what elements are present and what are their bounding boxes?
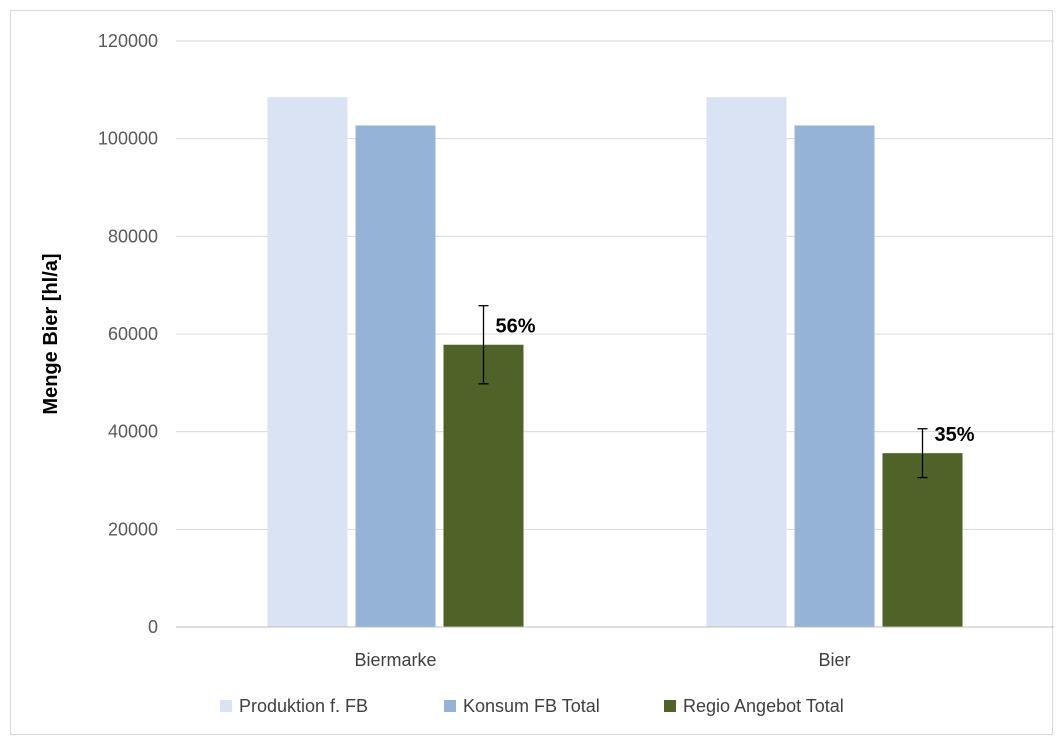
data-label: 56%	[496, 316, 536, 338]
legend-item: Regio Angebot Total	[664, 696, 844, 716]
bar-regio-angebot-total-bier	[882, 453, 963, 627]
x-category-label: Bier	[818, 650, 850, 670]
legend-label: Konsum FB Total	[463, 696, 600, 716]
bar-chart: 0 20000 40000 60000 80000 100000 120000 56% 35%…	[40, 31, 1054, 716]
legend-item: Produktion f. FB	[220, 696, 368, 716]
y-tick-label: 120000	[98, 31, 158, 51]
y-axis-ticks: 0 20000 40000 60000 80000 100000 120000	[98, 31, 158, 637]
y-tick-label: 40000	[108, 422, 158, 442]
legend-label: Produktion f. FB	[239, 696, 368, 716]
x-axis: Biermarke Bier	[176, 626, 1054, 670]
data-labels: 56% 35%	[496, 316, 975, 446]
y-tick-label: 0	[148, 617, 158, 637]
legend-item: Konsum FB Total	[444, 696, 600, 716]
y-tick-label: 60000	[108, 324, 158, 344]
y-tick-label: 20000	[108, 519, 158, 539]
bar-konsum-fb-total-bier	[794, 125, 875, 628]
legend: Produktion f. FB Konsum FB Total Regio Ang…	[220, 696, 844, 716]
error-bar	[478, 305, 489, 385]
y-tick-label: 80000	[108, 226, 158, 246]
legend-label: Regio Angebot Total	[683, 696, 844, 716]
bar-produktion-f-fb-biermarke	[267, 97, 348, 628]
bar-konsum-fb-total-biermarke	[355, 125, 436, 628]
y-axis-title: Menge Bier [hl/a]	[40, 253, 62, 414]
y-tick-label: 100000	[98, 129, 158, 149]
legend-swatch	[444, 700, 456, 712]
bar-regio-angebot-total-biermarke	[443, 344, 524, 627]
chart-frame: 0 20000 40000 60000 80000 100000 120000 56% 35%…	[10, 10, 1054, 735]
x-category-label: Biermarke	[354, 650, 436, 670]
data-label: 35%	[935, 424, 975, 446]
bars	[267, 97, 963, 628]
error-bars	[478, 305, 928, 479]
bar-produktion-f-fb-bier	[706, 97, 787, 628]
legend-swatch	[220, 700, 232, 712]
error-bar	[917, 428, 928, 479]
legend-swatch	[664, 700, 676, 712]
